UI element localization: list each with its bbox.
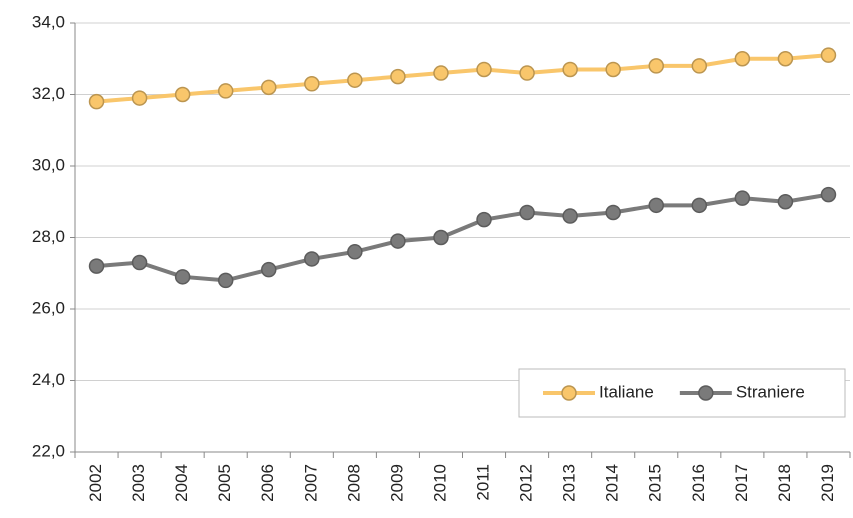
point (562, 61, 578, 78)
x-tick-label: 2011 (474, 464, 493, 501)
x-tick-label: 2013 (560, 464, 579, 502)
y-tick-label: 24,0 (32, 370, 65, 389)
point (88, 93, 105, 110)
point (304, 76, 320, 92)
point (131, 254, 148, 271)
point (261, 79, 277, 96)
y-tick-label: 30,0 (32, 155, 65, 174)
point (217, 272, 234, 289)
point (820, 47, 837, 63)
point (777, 51, 794, 67)
point (304, 251, 320, 267)
point (734, 51, 751, 67)
legend-label: Straniere (736, 382, 805, 401)
point (605, 204, 621, 221)
point (174, 269, 191, 285)
x-tick-label: 2018 (775, 464, 794, 502)
point (777, 194, 794, 210)
point (734, 190, 751, 206)
point (347, 244, 363, 260)
point (433, 229, 449, 246)
x-tick-label: 2005 (215, 464, 234, 502)
x-tick-label: 2010 (430, 464, 449, 502)
x-tick-label: 2009 (387, 464, 406, 502)
point (562, 208, 578, 224)
point (174, 86, 191, 103)
point (691, 58, 708, 74)
y-tick-label: 22,0 (32, 441, 65, 460)
point (217, 83, 234, 99)
point (347, 72, 363, 88)
point (433, 65, 449, 81)
y-tick-label: 32,0 (32, 84, 65, 103)
point (820, 186, 837, 203)
x-tick-label: 2002 (86, 464, 105, 502)
x-tick-label: 2004 (172, 464, 191, 502)
point (476, 61, 492, 78)
point (519, 65, 535, 81)
x-tick-label: 2003 (129, 464, 148, 502)
point (390, 233, 406, 249)
y-tick-label: 26,0 (32, 298, 65, 317)
point (390, 68, 406, 85)
point (131, 90, 148, 106)
y-tick-label: 28,0 (32, 227, 65, 246)
x-tick-label: 2014 (603, 464, 622, 502)
point (605, 61, 621, 78)
x-tick-label: 2015 (646, 464, 665, 502)
x-tick-label: 2007 (301, 464, 320, 502)
point (519, 204, 535, 221)
point (88, 258, 105, 274)
x-tick-label: 2012 (517, 464, 536, 502)
point (476, 211, 492, 228)
x-tick-label: 2017 (732, 464, 751, 502)
legend-label: Italiane (599, 382, 654, 401)
y-tick-label: 34,0 (32, 12, 65, 31)
x-tick-label: 2019 (818, 464, 837, 502)
x-tick-label: 2016 (689, 464, 708, 502)
legend-marker (698, 385, 714, 401)
x-tick-label: 2006 (258, 464, 277, 502)
x-tick-label: 2008 (344, 464, 363, 502)
legend-marker (561, 385, 577, 401)
point (648, 197, 664, 214)
point (261, 261, 277, 278)
point (691, 197, 708, 214)
point (648, 58, 664, 74)
